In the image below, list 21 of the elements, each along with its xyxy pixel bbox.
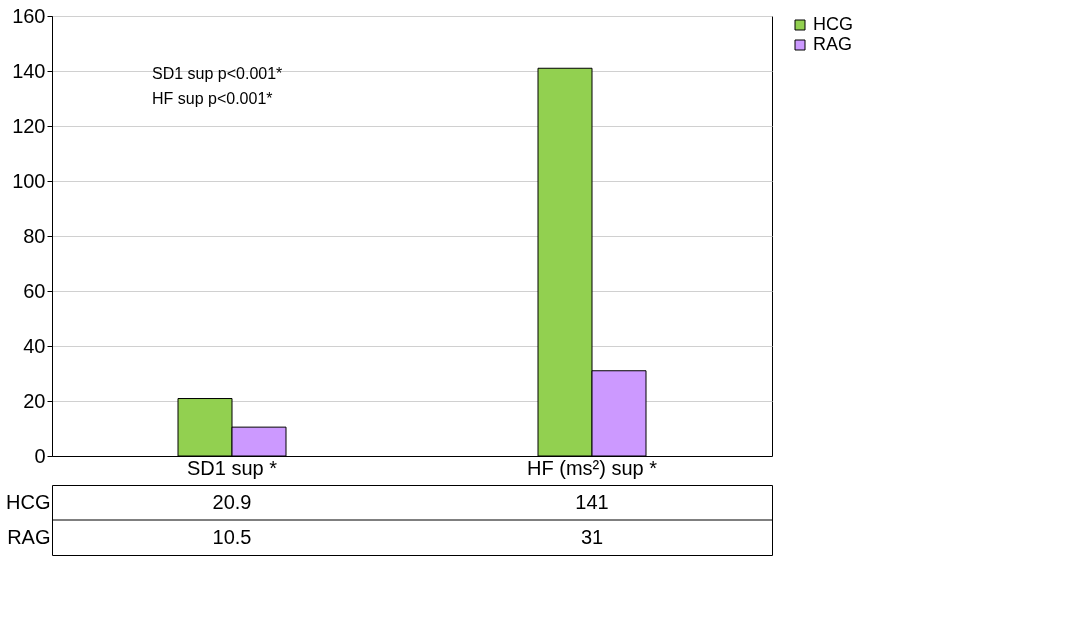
data-label: 10.5: [212, 525, 252, 548]
y-tick-label: 80: [23, 224, 46, 247]
y-tick-label: 20: [23, 389, 46, 412]
text: HCG: [6, 491, 51, 513]
y-tick-label: 40: [23, 334, 46, 357]
legend-label: HCG: [813, 14, 853, 34]
data-label: 141: [575, 490, 609, 513]
annotation: HF sup p<0.001*: [152, 89, 273, 107]
y-tick-label: 60: [23, 279, 46, 302]
y-tick-label: 160: [12, 4, 46, 27]
legend-label: RAG: [813, 34, 853, 54]
x-tick-label: SD1 sup *: [186, 456, 278, 479]
y-tick-label: 120: [12, 114, 46, 137]
data-label: 20.9: [212, 490, 252, 513]
y-tick-label: 100: [12, 169, 46, 192]
data-label: 31: [580, 525, 604, 548]
x-tick-label: HF (ms²) sup *: [527, 456, 658, 479]
annotation: SD1 sup p<0.001*: [152, 64, 283, 82]
y-tick-label: 140: [12, 59, 46, 82]
y-tick-label: 0: [34, 444, 46, 467]
text: RAG: [7, 526, 51, 548]
